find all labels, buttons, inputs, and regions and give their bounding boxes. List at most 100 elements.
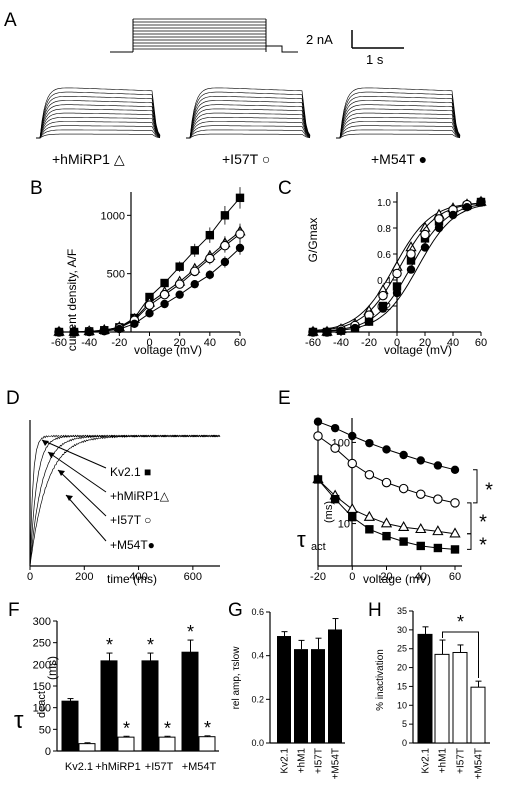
panel-d-xtick-label: 400 [129,571,147,583]
current-trace-1 [186,87,311,139]
panel-f-ylabel-tau: τ [14,707,24,734]
panel-h-ytick-label: 5 [402,719,407,729]
panel-b-point [54,327,64,337]
panel-f-ytick-label: 200 [33,659,51,671]
panel-g-ytick-label: 0.6 [251,607,264,617]
panel-b-point [175,262,184,271]
panel-h-bar [417,633,433,744]
panel-f-sig-star: * [123,718,130,738]
panel-b-ylabel: current density, A/F [65,249,79,352]
panel-c-point [322,327,332,337]
current-trace-0 [36,91,161,139]
panel-c-point [308,327,318,337]
panel-d-arrow [41,439,107,469]
panel-e-point [382,445,391,454]
panel-e-point [450,545,460,554]
panel-c-xtick-label: 40 [447,337,459,349]
panel-e-xtick-label: 20 [380,571,392,583]
current-trace-1 [186,133,311,139]
panel-e-xlabel: voltage (mV) [363,572,431,586]
panel-g-ytick-label: 0.4 [251,651,264,661]
panel-h-ytick-label: 35 [397,606,407,616]
panel-h-sig-bracket [442,631,479,678]
panel-e-point [415,522,427,534]
current-trace-0 [36,117,161,139]
current-trace-2 [336,121,461,139]
panel-h-ytick-label: 20 [397,663,407,673]
panel-h-ylabel: % inactivation [375,649,386,711]
panel-f-sig-star: * [164,718,171,738]
panel-e-point [450,498,460,508]
panel-c-xlabel: voltage (mV) [384,343,452,357]
panel-h-ytick-label: 15 [397,681,407,691]
panel-b-ytick-label: 500 [107,269,125,281]
panel-b-point [205,253,215,264]
panel-c-point [406,256,416,265]
panel-f-ytick-label: 50 [39,724,51,736]
panel-h-ytick-label: 25 [397,644,407,654]
current-trace-2 [336,100,461,139]
panel-b-point [235,193,245,203]
panel-c-point [420,243,430,252]
current-trace-1 [186,108,311,139]
panel-h-chart: 0 5 10 15 20 25 30 35 Kv2.1 +hM1 +I57T +M54T * [397,606,490,779]
panel-e-point [348,431,357,441]
panel-h-category-label: +hM1 [438,748,449,774]
current-trace-2 [336,108,461,139]
panel-b-ytick-label: 1000 [101,210,125,222]
panel-d-arrowhead [66,495,73,501]
panel-e-point [313,475,323,484]
panel-e-ylabel: τ act (ms) [297,501,335,553]
panel-e-point [450,465,460,474]
panel-c-ytick-label: 1.0 [377,198,391,209]
panel-e-point [415,489,426,499]
panel-e-point [397,520,410,532]
panel-c-point [336,326,346,335]
panel-c-xtick-label: -40 [333,337,349,349]
panel-e-xtick-label: 60 [449,571,461,583]
current-trace-1 [186,121,311,139]
panel-b-point [115,324,124,334]
panel-e-ylabel-tau: τ [297,527,306,552]
panel-c-point [392,268,402,279]
current-trace-2 [336,129,461,139]
panel-f-ytick-label: 150 [33,681,51,693]
panel-h-bar [470,686,486,744]
panel-b-point [205,230,215,240]
panel-e-sig-bracket [467,533,472,550]
current-trace-2 [336,91,461,139]
panel-c-point [420,229,430,240]
trace-label-hmirp1: +hMiRP1 △ [52,151,125,167]
panel-c-point [448,210,458,220]
panel-b-point [145,309,154,318]
panel-h-sig-star: * [457,612,464,632]
panel-e-point [364,469,375,480]
panel-f-ylabel-sub: deact [36,691,48,718]
current-trace-2 [336,133,461,139]
panel-h-bar [452,651,468,744]
panel-b-point [160,299,169,309]
trace-label-i57t: +I57T ○ [222,151,270,167]
panel-b-xtick-label: 40 [204,337,216,349]
panel-g-category-label: +hM1 [297,748,308,774]
panel-g-ytick-label: 0.2 [251,694,264,704]
current-trace-1 [186,104,311,139]
panel-h-ytick-label: 10 [397,700,407,710]
panel-f-bar [78,743,96,752]
panel-g-bar [277,636,291,743]
panel-d-xtick-label: 0 [27,571,33,583]
panel-a-voltage-protocol [110,18,298,53]
panel-f-chart: 0 50 100 150 200 250 300 Kv2.1 +hMiRP1 * * +I57T * * +… [33,616,219,773]
panel-f-bar [100,660,118,752]
current-trace-0 [36,112,161,139]
panel-f-category-label: Kv2.1 [65,761,93,773]
panel-f-ylabel-unit: (ms) [45,656,59,680]
panel-label-a: A [4,10,17,31]
panel-e-point [313,431,323,441]
panel-b-point [69,327,79,337]
panel-e-point [381,477,392,488]
legend-hmirp1: +hMiRP1△ [110,489,170,503]
panel-c-xtick-label: 20 [419,337,431,349]
